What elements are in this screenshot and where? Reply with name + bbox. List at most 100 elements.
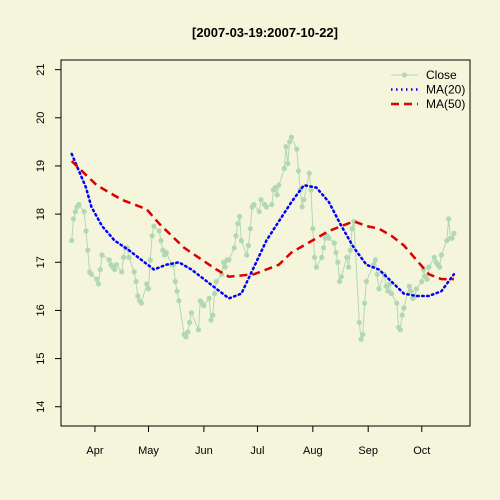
close-point: [112, 266, 118, 273]
series-line-1: [70, 152, 456, 300]
close-point: [360, 331, 366, 338]
close-point: [313, 264, 319, 270]
close-point: [145, 286, 152, 292]
close-point: [147, 257, 153, 263]
close-point: [238, 238, 244, 244]
close-point: [106, 257, 112, 263]
y-tick-label: 15: [35, 352, 47, 364]
close-point: [85, 247, 91, 253]
y-tick-label: 21: [35, 64, 47, 76]
close-point: [97, 266, 103, 273]
close-point: [258, 197, 264, 203]
close-point: [401, 305, 407, 311]
close-point: [312, 254, 318, 260]
close-point: [376, 286, 382, 292]
plot-frame: [60, 59, 471, 427]
close-point: [438, 252, 444, 258]
close-point: [335, 259, 341, 265]
close-point: [244, 252, 250, 258]
close-point: [138, 300, 144, 306]
close-point: [144, 281, 150, 287]
close-point: [235, 221, 241, 227]
close-point: [247, 226, 253, 232]
close-point: [419, 278, 425, 285]
close-point: [183, 334, 189, 340]
close-point: [295, 168, 302, 174]
close-point: [358, 336, 364, 342]
close-point: [158, 238, 164, 244]
close-point: [185, 329, 191, 335]
close-point: [426, 264, 432, 270]
close-point: [174, 288, 180, 294]
close-point: [331, 240, 337, 246]
close-point: [388, 291, 394, 297]
close-point: [133, 278, 139, 285]
close-point: [149, 233, 155, 239]
close-point: [151, 223, 157, 229]
x-tick-label: Aug: [303, 445, 323, 457]
close-point: [310, 226, 316, 232]
close-point: [394, 300, 400, 306]
close-point: [319, 254, 325, 260]
y-tick-label: 17: [35, 256, 47, 268]
close-point: [126, 254, 132, 260]
close-point: [408, 288, 414, 294]
close-point: [283, 144, 289, 150]
close-point: [222, 264, 228, 270]
x-tick-label: Apr: [86, 445, 103, 457]
close-point: [274, 192, 280, 198]
close-point: [231, 245, 237, 251]
close-point: [113, 262, 119, 268]
close-point: [83, 228, 89, 234]
close-point: [213, 278, 219, 285]
close-point: [320, 245, 327, 251]
y-tick-label: 14: [35, 401, 47, 413]
close-point: [176, 298, 182, 304]
close-point: [99, 252, 105, 258]
close-point: [446, 216, 452, 222]
x-tick-label: Sep: [358, 445, 378, 457]
x-tick-label: May: [138, 445, 159, 457]
close-point: [397, 327, 403, 333]
close-point: [188, 310, 194, 316]
close-point: [94, 276, 100, 282]
legend-label: MA(50): [426, 97, 465, 111]
close-point: [172, 278, 178, 285]
close-point: [294, 146, 300, 152]
y-tick-label: 18: [35, 208, 47, 220]
close-point: [413, 286, 419, 292]
close-point: [251, 201, 257, 208]
close-point: [301, 197, 307, 203]
close-point: [163, 250, 169, 256]
close-point: [288, 134, 294, 140]
close-point: [226, 257, 232, 263]
close-point: [201, 303, 207, 309]
plot-area: [69, 134, 457, 342]
x-tick-label: Oct: [413, 445, 430, 457]
y-tick-label: 16: [35, 304, 47, 316]
x-tick-label: Jun: [195, 445, 213, 457]
close-point: [287, 139, 293, 145]
chart-title: [2007-03-19:2007-10-22]: [192, 25, 338, 40]
close-point: [276, 182, 282, 188]
close-point: [424, 276, 430, 282]
close-point: [70, 216, 77, 222]
close-point: [76, 201, 82, 208]
close-point: [431, 254, 437, 260]
close-point: [269, 201, 275, 208]
x-tick-label: Jul: [250, 445, 264, 457]
close-point: [363, 278, 369, 285]
legend-label: Close: [426, 68, 457, 82]
y-axis: 14 15 16 17 18 19 20 21: [35, 64, 61, 413]
close-point: [374, 271, 380, 277]
close-point: [333, 250, 339, 256]
close-point: [156, 228, 162, 234]
y-tick-label: 19: [35, 160, 47, 172]
close-point: [206, 295, 212, 301]
close-point: [187, 319, 193, 326]
close-point: [399, 312, 405, 318]
close-point: [245, 242, 252, 248]
